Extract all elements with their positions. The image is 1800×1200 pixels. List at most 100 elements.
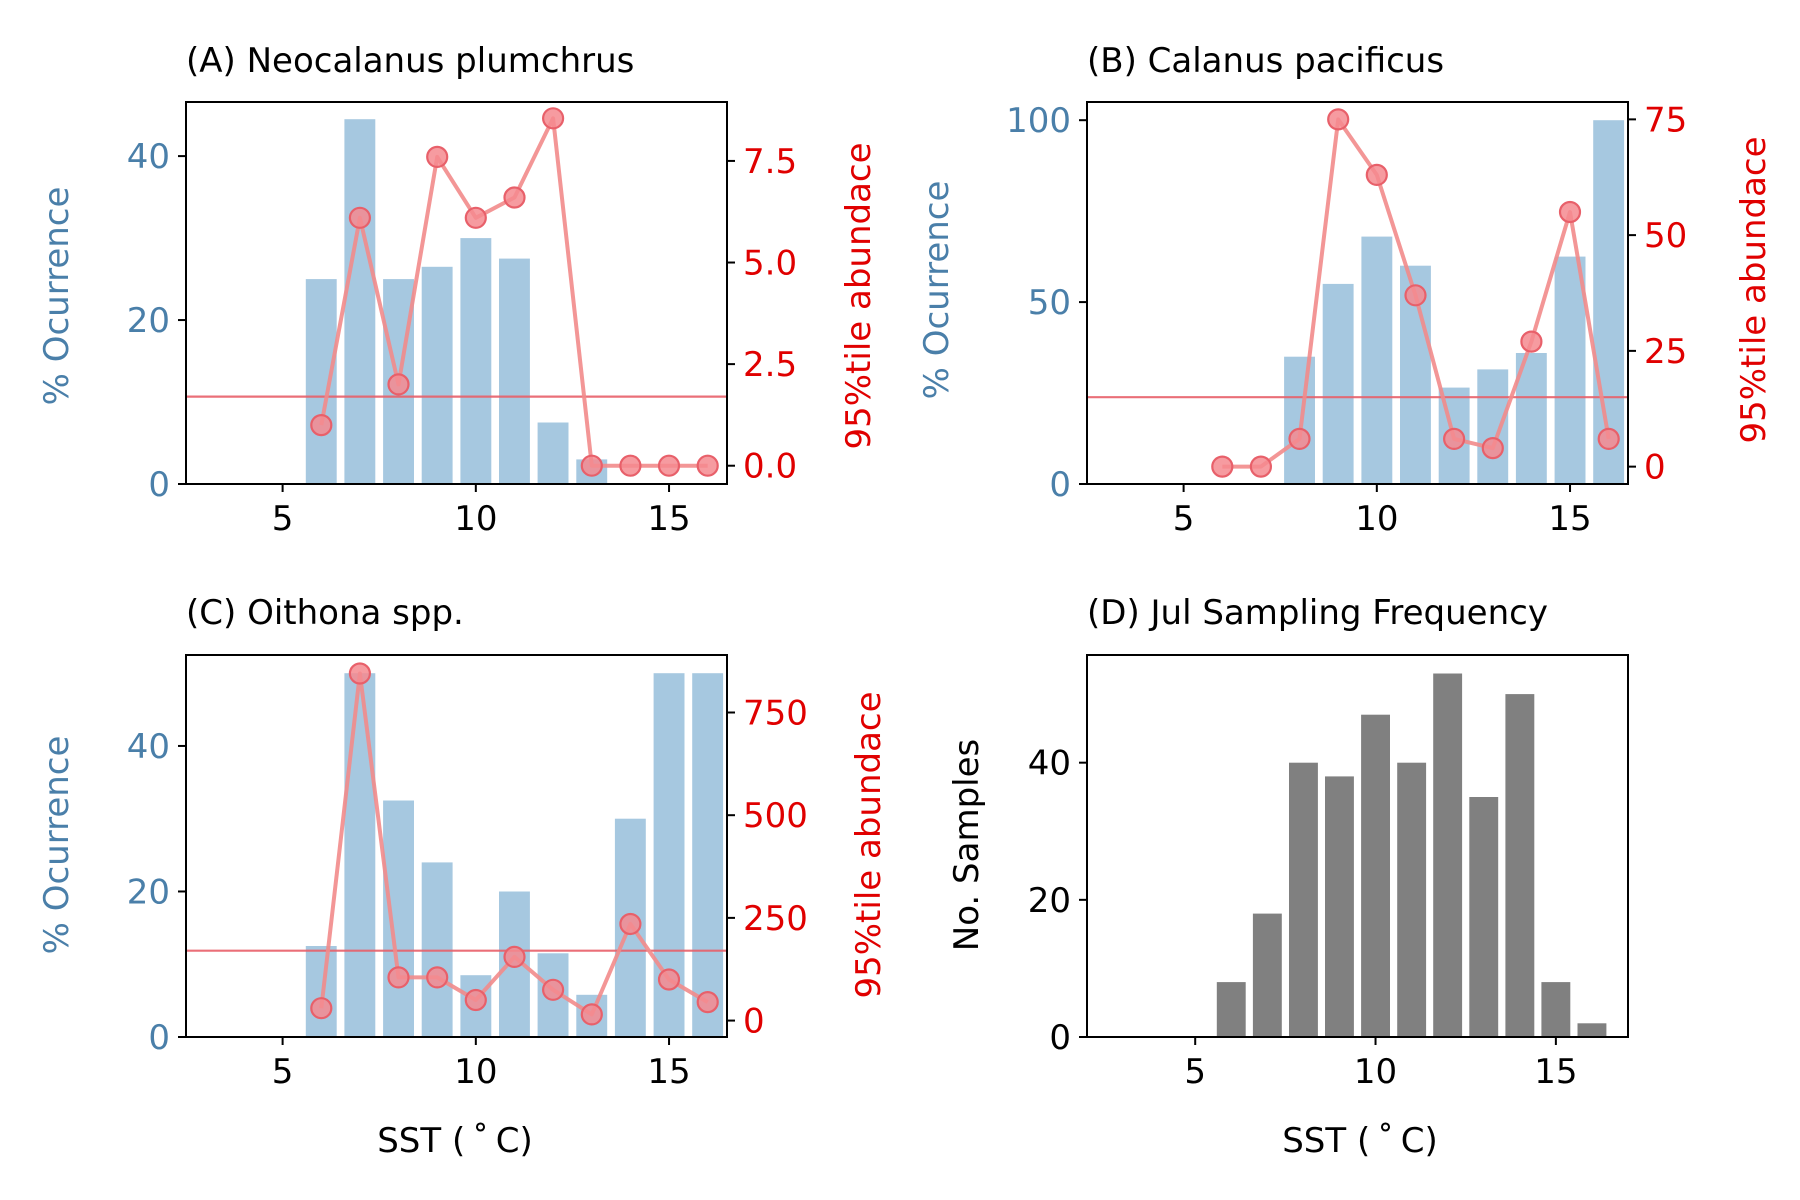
panel-b-abundance-point-13: [1481, 437, 1504, 460]
panel-c-right-ylabel: 95%tile abundace: [849, 691, 889, 998]
panel-a-ytick-left-label-0: 0: [148, 465, 170, 505]
panel-b-left-ylabel: % Ocurrence: [917, 181, 957, 400]
panel-c-abundance-point-9: [426, 966, 449, 989]
panel-b-ytick-right-label-2: 50: [1644, 216, 1687, 256]
panel-c-abundance-point-14: [619, 912, 642, 936]
panel-c-ytick-right-label-1: 250: [743, 899, 808, 939]
panel-c-ytick-right-label-0: 0: [743, 1002, 765, 1042]
panel-d-ytick-left-label-20: 20: [1028, 881, 1071, 921]
panel-b-abundance-point-12: [1442, 427, 1466, 450]
panel-b-left-axis: 0 50 100: [1006, 101, 1087, 505]
panel-a-bar-6: [305, 279, 337, 484]
panel-b-right-axis: 0 25 50 75: [1628, 100, 1687, 488]
panel-d-bar-13: [1469, 797, 1499, 1037]
panel-a-xtick-label-10: 10: [454, 499, 497, 539]
panel-b-abundance-point-10: [1365, 163, 1388, 186]
panel-d-xlabel: SST ( ˚ C): [1282, 1121, 1438, 1161]
panel-b-bar-9: [1322, 283, 1354, 484]
panel-d-sample-bars: [1216, 673, 1607, 1037]
panel-a-abundance-series: [310, 107, 719, 477]
panel-a-abundance-point-13: [580, 454, 603, 477]
panel-c-frame: [185, 654, 728, 1038]
panel-b-frame: [1086, 101, 1629, 485]
panel-c-left-ylabel: % Ocurrence: [37, 736, 77, 955]
panel-d-bar-15: [1541, 982, 1571, 1037]
panel-b-ytick-left-label-50: 50: [1028, 283, 1071, 323]
panel-c-abundance-point-7: [348, 662, 371, 685]
panel-b-ytick-left-label-0: 0: [1049, 465, 1071, 505]
panel-d-frame: [1086, 654, 1629, 1038]
panel-b-x-axis: 5 10 15: [1173, 484, 1592, 539]
panel-c-xlabel: SST ( ˚ C): [377, 1121, 533, 1161]
panel-d-ytick-left-label-0: 0: [1049, 1018, 1071, 1058]
panel-d-ytick-left-label-40: 40: [1028, 744, 1071, 784]
panel-a-xtick-label-5: 5: [272, 499, 294, 539]
panel-a-abundance-point-8: [387, 373, 410, 396]
panel-a-abundance-point-10: [464, 206, 487, 229]
panel-a-abundance-point-12: [541, 107, 565, 130]
panel-c-left-axis: 0 20 40: [127, 727, 186, 1058]
panel-b-abundance-series: [1211, 108, 1620, 478]
panel-d-bar-6: [1216, 982, 1246, 1037]
panel-c-xtick-label-5: 5: [272, 1052, 294, 1092]
panel-a-abundance-point-7: [348, 206, 371, 229]
panel-b-abundance-point-11: [1404, 284, 1427, 307]
panel-c-bar-16: [692, 673, 724, 1037]
panel-c-abundance-series: [310, 662, 719, 1026]
panel-c-abundance-point-8: [387, 966, 410, 989]
panel-c-x-axis: 5 10 15: [272, 1037, 691, 1092]
panel-b-bar-8: [1284, 356, 1315, 484]
panel-b-abundance-point-7: [1249, 455, 1273, 478]
panel-b-xtick-label-10: 10: [1355, 499, 1398, 539]
panel-a-xtick-label-15: 15: [647, 499, 690, 539]
panel-d-bar-14: [1505, 694, 1535, 1037]
panel-c-abundance-point-15: [657, 968, 681, 991]
panel-a-x-axis: 5 10 15: [272, 484, 691, 539]
panel-a-abundance-point-15: [657, 454, 681, 477]
panel-d-bar-9: [1325, 776, 1354, 1037]
panel-b-bar-15: [1554, 256, 1586, 484]
panel-b-abundance-point-16: [1597, 427, 1620, 450]
panel-d-left-axis: 0 20 40: [1028, 744, 1087, 1058]
panel-b-abundance-point-9: [1327, 108, 1350, 131]
panel-b-bar-13: [1477, 369, 1509, 484]
panel-b-abundance-point-6: [1211, 455, 1234, 478]
panel-c-axes-box: [185, 654, 728, 1038]
panel-c-abundance-point-16: [696, 990, 719, 1014]
panel-c-abundance-point-12: [541, 978, 565, 1001]
panel-b-bar-10: [1361, 236, 1393, 484]
panel-a-ytick-left-label-40: 40: [127, 137, 170, 177]
panel-a-axes-box: [185, 101, 728, 485]
panel-a-abundance-point-16: [696, 454, 719, 477]
panel-d-axes-box: [1086, 654, 1629, 1038]
panel-b-ytick-right-label-3: 75: [1644, 100, 1687, 140]
panel-a-abundance-point-14: [619, 454, 642, 477]
panel-a-frame: [185, 101, 728, 485]
panel-d-xtick-label-10: 10: [1354, 1052, 1397, 1092]
panel-d: 5 10 15 0 20 40 (D) Jul Sampling Frequency N…: [947, 593, 1629, 1161]
panel-b-ytick-right-label-1: 25: [1644, 332, 1687, 372]
panel-c-abundance-point-10: [464, 988, 487, 1012]
panel-a-ytick-right-label-0: 0.0: [743, 447, 797, 487]
panel-c-title: (C) Oithona spp.: [186, 593, 464, 633]
panel-c-ytick-left-label-40: 40: [127, 727, 170, 767]
panel-a-right-ylabel: 95%tile abundace: [839, 142, 879, 449]
panel-a-abundance-point-11: [503, 186, 526, 209]
panel-a-left-axis: 0 20 40: [127, 137, 186, 505]
panel-d-title: (D) Jul Sampling Frequency: [1087, 593, 1548, 633]
panel-a-left-ylabel: % Ocurrence: [37, 187, 77, 406]
panel-b-axes-box: [1086, 101, 1629, 485]
panel-a: 5 10 15 0 20 40 0.0 2.5 5.0 7.5 (A) Neocalanus …: [37, 41, 879, 539]
panel-a-bar-11: [499, 258, 530, 484]
panel-c-ytick-left-label-20: 20: [127, 872, 170, 912]
panel-d-bar-8: [1289, 762, 1318, 1037]
panel-c-abundance-point-13: [580, 1003, 603, 1026]
panel-a-title: (A) Neocalanus plumchrus: [186, 41, 634, 81]
panel-a-abundance-point-6: [310, 414, 333, 437]
panel-b-right-ylabel: 95%tile abundace: [1734, 136, 1774, 443]
panel-d-xtick-label-5: 5: [1184, 1052, 1206, 1092]
panel-a-ytick-right-label-1: 2.5: [743, 345, 797, 385]
